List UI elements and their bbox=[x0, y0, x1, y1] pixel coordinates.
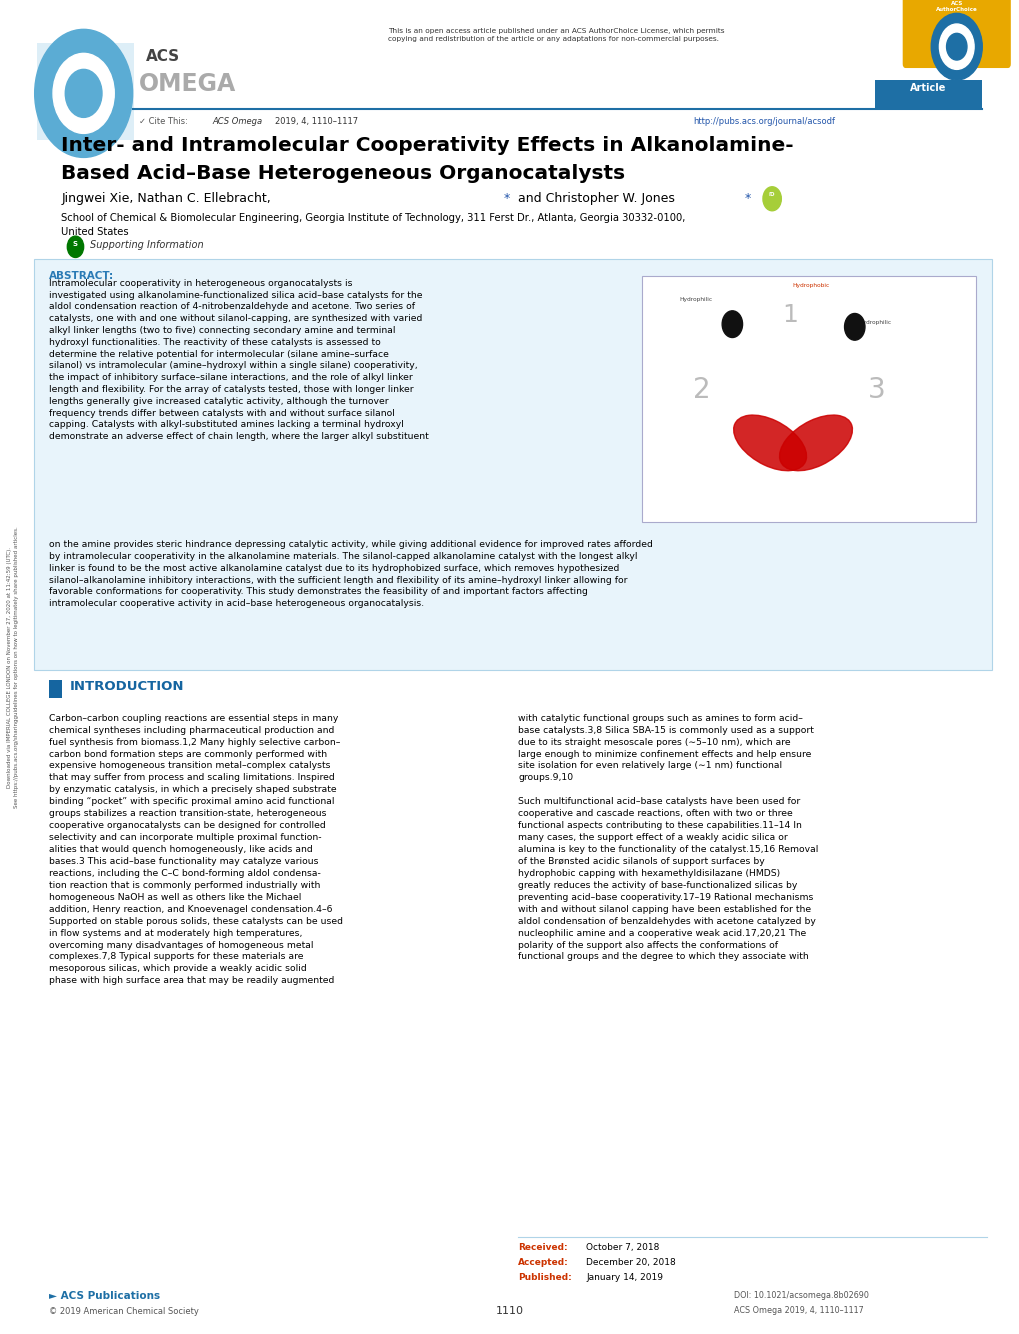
Circle shape bbox=[721, 311, 742, 338]
FancyBboxPatch shape bbox=[874, 80, 981, 109]
Text: iD: iD bbox=[768, 192, 774, 197]
Text: Supporting Information: Supporting Information bbox=[90, 240, 203, 249]
Text: Received:: Received: bbox=[518, 1243, 568, 1253]
Text: 2019, 4, 1110–1117: 2019, 4, 1110–1117 bbox=[275, 117, 358, 127]
Text: ACS: ACS bbox=[146, 49, 179, 64]
Text: S: S bbox=[73, 241, 77, 247]
Text: ► ACS Publications: ► ACS Publications bbox=[49, 1291, 160, 1301]
Circle shape bbox=[35, 29, 132, 157]
Circle shape bbox=[762, 187, 781, 211]
Text: Intramolecular cooperativity in heterogeneous organocatalysts is
investigated us: Intramolecular cooperativity in heteroge… bbox=[49, 279, 428, 442]
Text: Hydrophilic: Hydrophilic bbox=[679, 297, 711, 303]
Circle shape bbox=[938, 24, 973, 69]
Text: 3: 3 bbox=[867, 376, 886, 404]
Text: Published:: Published: bbox=[518, 1273, 572, 1282]
Text: Downloaded via IMPERIAL COLLEGE LONDON on November 27, 2020 at 11:42:59 (UTC).
S: Downloaded via IMPERIAL COLLEGE LONDON o… bbox=[7, 526, 19, 808]
Circle shape bbox=[930, 13, 981, 80]
Text: *: * bbox=[744, 192, 750, 205]
Text: December 20, 2018: December 20, 2018 bbox=[586, 1258, 676, 1267]
Circle shape bbox=[53, 53, 114, 133]
Text: 1: 1 bbox=[782, 303, 798, 327]
Text: 2: 2 bbox=[692, 376, 710, 404]
Text: January 14, 2019: January 14, 2019 bbox=[586, 1273, 662, 1282]
Text: copying and redistribution of the article or any adaptations for non-commercial : copying and redistribution of the articl… bbox=[387, 36, 718, 41]
FancyBboxPatch shape bbox=[902, 0, 1010, 68]
Text: ABSTRACT:: ABSTRACT: bbox=[49, 271, 114, 280]
Text: ✓ Cite This:: ✓ Cite This: bbox=[139, 117, 190, 127]
Ellipse shape bbox=[733, 415, 806, 471]
Text: Accepted:: Accepted: bbox=[518, 1258, 569, 1267]
Text: ACS
AuthorChoice: ACS AuthorChoice bbox=[935, 1, 976, 12]
FancyBboxPatch shape bbox=[34, 259, 991, 670]
Text: INTRODUCTION: INTRODUCTION bbox=[69, 680, 183, 694]
Text: http://pubs.acs.org/journal/acsodf: http://pubs.acs.org/journal/acsodf bbox=[693, 117, 835, 127]
Text: Article: Article bbox=[909, 83, 946, 92]
Text: Hydrophilic: Hydrophilic bbox=[858, 320, 891, 325]
Text: and Christopher W. Jones: and Christopher W. Jones bbox=[514, 192, 675, 205]
Text: October 7, 2018: October 7, 2018 bbox=[586, 1243, 659, 1253]
Text: School of Chemical & Biomolecular Engineering, Georgia Institute of Technology, : School of Chemical & Biomolecular Engine… bbox=[61, 213, 685, 223]
Circle shape bbox=[65, 69, 102, 117]
Text: Hydrophobic: Hydrophobic bbox=[792, 283, 828, 288]
FancyBboxPatch shape bbox=[37, 43, 133, 140]
Text: ACS Omega: ACS Omega bbox=[212, 117, 262, 127]
Text: Carbon–carbon coupling reactions are essential steps in many
chemical syntheses : Carbon–carbon coupling reactions are ess… bbox=[49, 714, 342, 986]
Text: United States: United States bbox=[61, 227, 128, 236]
Text: DOI: 10.1021/acsomega.8b02690: DOI: 10.1021/acsomega.8b02690 bbox=[734, 1291, 868, 1301]
Text: Based Acid–Base Heterogeneous Organocatalysts: Based Acid–Base Heterogeneous Organocata… bbox=[61, 164, 625, 183]
Text: Inter- and Intramolecular Cooperativity Effects in Alkanolamine-: Inter- and Intramolecular Cooperativity … bbox=[61, 136, 793, 155]
Circle shape bbox=[67, 236, 84, 257]
Text: on the amine provides steric hindrance depressing catalytic activity, while givi: on the amine provides steric hindrance d… bbox=[49, 540, 652, 608]
Text: OMEGA: OMEGA bbox=[139, 72, 235, 96]
FancyBboxPatch shape bbox=[641, 276, 975, 522]
Text: Jingwei Xie, Nathan C. Ellebracht,: Jingwei Xie, Nathan C. Ellebracht, bbox=[61, 192, 271, 205]
Text: © 2019 American Chemical Society: © 2019 American Chemical Society bbox=[49, 1307, 199, 1317]
Circle shape bbox=[844, 313, 864, 340]
Text: 1110: 1110 bbox=[495, 1306, 524, 1315]
Text: ACS Omega 2019, 4, 1110–1117: ACS Omega 2019, 4, 1110–1117 bbox=[734, 1306, 863, 1315]
Circle shape bbox=[946, 33, 966, 60]
Text: *: * bbox=[503, 192, 510, 205]
Text: This is an open access article published under an ACS AuthorChoice License, whic: This is an open access article published… bbox=[387, 28, 723, 33]
Text: with catalytic functional groups such as amines to form acid–
base catalysts.3,8: with catalytic functional groups such as… bbox=[518, 714, 817, 962]
FancyBboxPatch shape bbox=[49, 680, 62, 698]
Ellipse shape bbox=[779, 415, 852, 471]
